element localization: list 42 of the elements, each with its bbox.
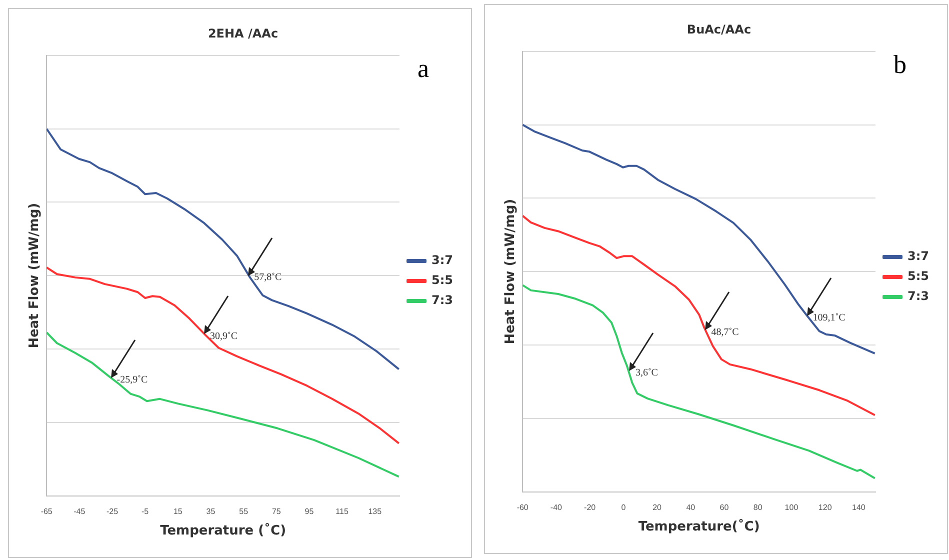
x-tick-label: -45 <box>74 506 86 516</box>
x-tick-label: 0 <box>621 502 626 512</box>
x-axis-title: Temperature (˚C) <box>160 522 286 539</box>
x-tick-label: -65 <box>40 506 53 516</box>
annotation: 109,1˚C <box>812 312 846 324</box>
text: a <box>418 54 430 84</box>
legend-label: 7:3 <box>908 289 929 304</box>
annotation: 48,7˚C <box>711 326 740 338</box>
x-tick-label: -60 <box>516 502 529 512</box>
annotation: -25,9˚C <box>116 374 148 386</box>
x-tick-label: 20 <box>652 502 662 512</box>
x-tick-label: 55 <box>239 506 249 516</box>
chart-title: 2EHA /AAc <box>208 26 278 40</box>
legend-label: 3:7 <box>908 249 929 264</box>
x-axis-title: Temperature(˚C) <box>638 518 760 535</box>
x-tick-label: 115 <box>336 506 349 516</box>
x-tick-label: 60 <box>720 502 730 512</box>
x-tick-label: -5 <box>142 506 150 516</box>
x-tick-label: -25 <box>106 506 119 516</box>
x-tick-label: 100 <box>784 502 799 512</box>
legend-label: 5:5 <box>432 273 453 288</box>
legend-label: 3:7 <box>432 253 453 268</box>
x-tick-label: 35 <box>206 506 216 516</box>
x-tick-label: -40 <box>550 502 563 512</box>
annotation: 30,9˚C <box>210 330 238 342</box>
text: b <box>894 50 906 80</box>
annotation: 57,8˚C <box>254 272 282 284</box>
x-tick-label: 135 <box>368 506 382 516</box>
x-tick-label: 15 <box>173 506 183 516</box>
y-axis-title: Heat Flow (mW/mg) <box>503 198 518 344</box>
legend-label: 5:5 <box>908 269 929 284</box>
x-tick-label: 75 <box>272 506 282 516</box>
y-axis-title: Heat Flow (mW/mg) <box>27 202 42 348</box>
x-tick-label: -20 <box>584 502 596 512</box>
x-tick-label: 40 <box>686 502 696 512</box>
x-tick-label: 140 <box>852 502 866 512</box>
x-tick-label: 120 <box>818 502 832 512</box>
legend-label: 7:3 <box>432 293 453 308</box>
x-tick-label: 80 <box>753 502 763 512</box>
chart-title: BuAc/AAc <box>686 22 752 36</box>
x-tick-label: 95 <box>304 506 314 516</box>
annotation: 3,6˚C <box>635 367 658 378</box>
